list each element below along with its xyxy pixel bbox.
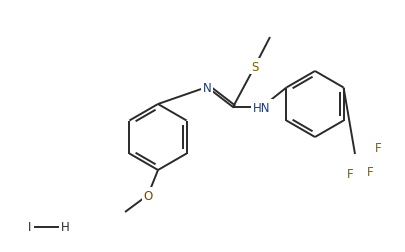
Text: S: S bbox=[252, 60, 259, 73]
Text: F: F bbox=[347, 168, 353, 181]
Text: F: F bbox=[367, 166, 373, 179]
Text: H: H bbox=[61, 220, 69, 234]
Text: N: N bbox=[202, 81, 211, 94]
Text: HN: HN bbox=[253, 101, 271, 114]
Text: I: I bbox=[28, 220, 32, 234]
Text: F: F bbox=[375, 141, 382, 154]
Text: O: O bbox=[143, 189, 153, 202]
